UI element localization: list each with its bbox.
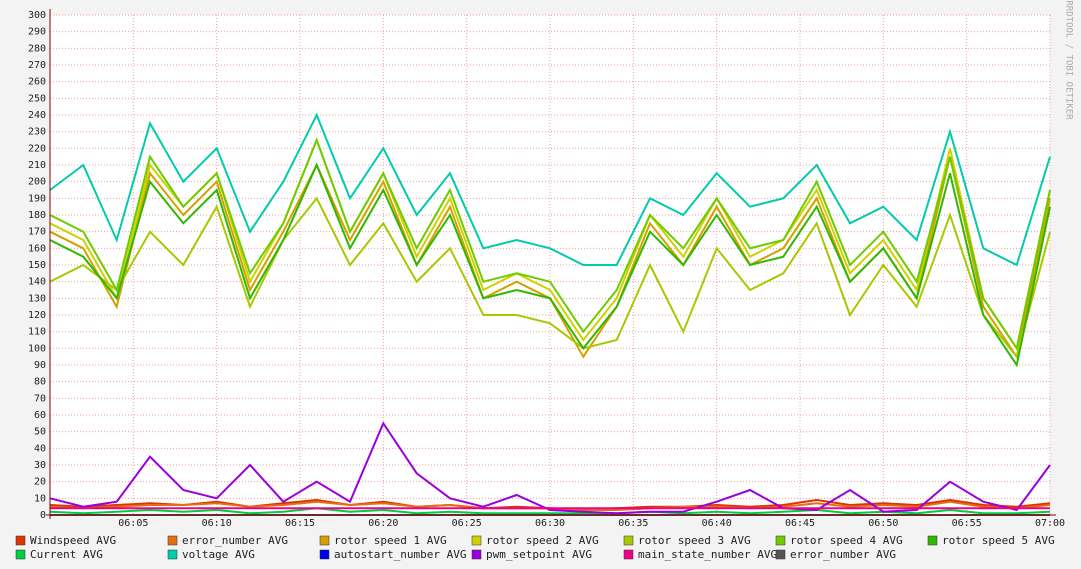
x-tick-label: 06:35 [618,518,648,529]
y-tick-label: 170 [28,227,46,238]
series-line [49,112,1051,267]
y-tick-label: 20 [34,477,46,488]
x-tick-label: 06:55 [952,518,982,529]
legend-label: main_state_number AVG [638,548,777,561]
y-tick-label: 280 [28,43,46,54]
y-tick-label: 80 [34,377,46,388]
legend-swatch [167,535,178,546]
series-line [49,137,1051,351]
series-line [49,196,1051,359]
series-line [49,162,1051,368]
y-tick-label: 0 [40,510,46,521]
y-tick-label: 130 [28,293,46,304]
watermark: RRDTOOL / TOBI OETIKER [1064,0,1074,120]
legend-label: Windspeed AVG [30,534,116,547]
legend-label: rotor speed 5 AVG [942,534,1055,547]
y-tick-label: 160 [28,243,46,254]
legend-swatch [167,549,178,560]
legend-label: error_number AVG [790,548,896,561]
y-tick-label: 100 [28,343,46,354]
legend-label: voltage AVG [182,548,255,561]
legend-label: rotor speed 1 AVG [334,534,447,547]
legend-swatch [775,549,786,560]
series-line [49,421,1051,515]
y-tick-label: 30 [34,460,46,471]
legend-label: rotor speed 2 AVG [486,534,599,547]
y-tick-label: 50 [34,427,46,438]
legend-label: rotor speed 3 AVG [638,534,751,547]
x-tick-label: 06:25 [452,518,482,529]
x-tick-label: 06:40 [702,518,732,529]
legend-label: error_number AVG [182,534,288,547]
legend-swatch [15,535,26,546]
x-tick-label: 06:30 [535,518,565,529]
x-tick-label: 06:05 [118,518,148,529]
y-tick-label: 240 [28,110,46,121]
legend-swatch [319,549,330,560]
y-tick-label: 60 [34,410,46,421]
legend-swatch [471,549,482,560]
legend-swatch [15,549,26,560]
y-tick-label: 110 [28,327,46,338]
y-tick-label: 250 [28,93,46,104]
y-tick-label: 150 [28,260,46,271]
y-tick-label: 210 [28,160,46,171]
legend-swatch [927,535,938,546]
legend-swatch [775,535,786,546]
y-tick-label: 140 [28,277,46,288]
y-tick-label: 190 [28,193,46,204]
legend-swatch [623,535,634,546]
y-tick-label: 270 [28,60,46,71]
y-tick-label: 230 [28,127,46,138]
x-tick-label: 06:20 [368,518,398,529]
legend-label: autostart_number AVG [334,548,466,561]
x-tick-label: 06:15 [285,518,315,529]
x-tick-label: 06:10 [202,518,232,529]
y-tick-label: 290 [28,27,46,38]
legend-swatch [319,535,330,546]
y-tick-label: 180 [28,210,46,221]
legend-swatch [471,535,482,546]
legend-label: pwm_setpoint AVG [486,548,592,561]
x-tick-label: 07:00 [1035,518,1065,529]
legend-label: rotor speed 4 AVG [790,534,903,547]
y-tick-label: 260 [28,77,46,88]
y-tick-label: 200 [28,177,46,188]
y-tick-label: 120 [28,310,46,321]
y-tick-label: 90 [34,360,46,371]
y-tick-label: 40 [34,443,46,454]
x-tick-label: 06:45 [785,518,815,529]
y-tick-label: 70 [34,393,46,404]
legend-label: Current AVG [30,548,103,561]
legend-swatch [623,549,634,560]
y-tick-label: 300 [28,10,46,21]
x-tick-label: 06:50 [868,518,898,529]
y-tick-label: 10 [34,493,46,504]
y-tick-label: 220 [28,143,46,154]
